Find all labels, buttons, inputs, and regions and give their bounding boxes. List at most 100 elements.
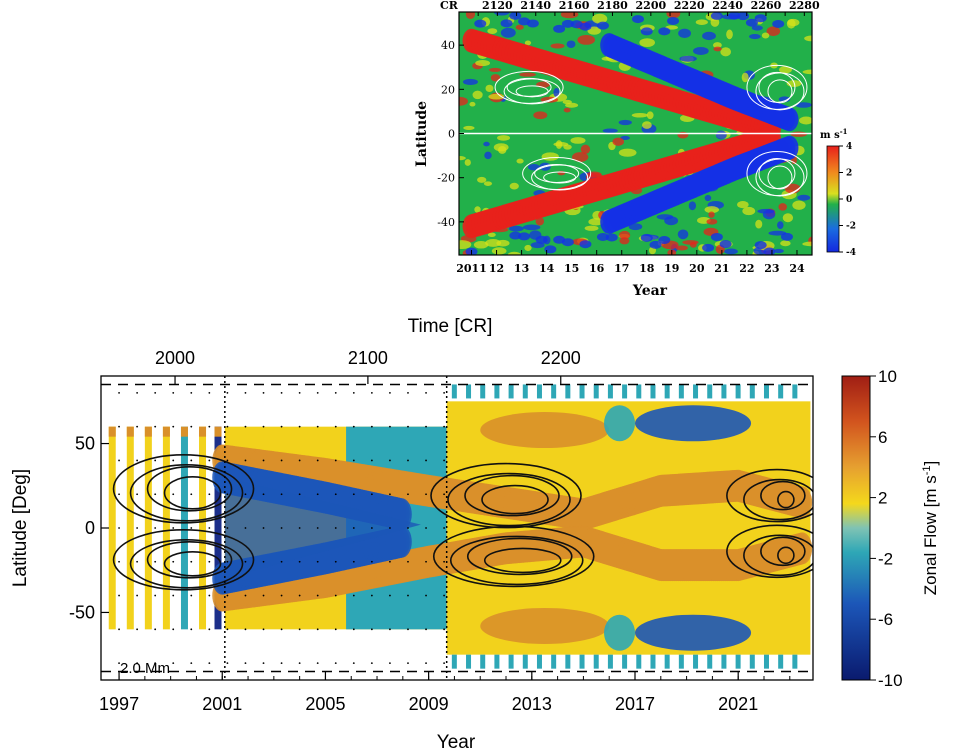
grid-dot (389, 493, 391, 495)
noise-cell (657, 214, 674, 220)
grid-dot (353, 493, 355, 495)
grid-dot (353, 595, 355, 597)
stripe-cap (163, 427, 170, 437)
noise-cell (497, 135, 510, 141)
grid-dot (353, 460, 355, 462)
edge-tooth (551, 655, 556, 669)
grid-dot (389, 527, 391, 529)
noise-cell (647, 111, 654, 119)
noise-cell (682, 240, 698, 245)
polar-cell (501, 19, 513, 27)
edge-tooth (537, 384, 542, 398)
grid-dot (172, 662, 174, 664)
noise-cell (639, 38, 655, 47)
bottom-colorbar-label: Zonal Flow [m s-1] (921, 461, 940, 596)
grid-dot (227, 561, 229, 563)
grid-dot (190, 628, 192, 630)
noise-cell (708, 211, 714, 217)
grid-dot (389, 561, 391, 563)
noise-cell (755, 220, 762, 229)
early-data-stripe (145, 427, 152, 630)
top-colorbar-tick-label: -2 (846, 222, 856, 232)
polar-cell (711, 12, 723, 20)
noise-cell (484, 181, 492, 186)
top-cr-tick-label: 2160 (559, 0, 590, 12)
top-x-tick-label: 13 (514, 262, 529, 275)
polar-cell (781, 233, 793, 241)
edge-tooth (523, 655, 528, 669)
edge-tooth (693, 655, 698, 669)
edge-tooth (778, 384, 783, 398)
grid-dot (172, 595, 174, 597)
noise-cell (453, 240, 471, 249)
top-colorbar-tick-label: -4 (846, 248, 856, 258)
noise-cell (742, 73, 749, 83)
grid-dot (317, 561, 319, 563)
polar-cell (658, 27, 670, 35)
grid-dot (190, 662, 192, 664)
polar-patch (635, 615, 751, 651)
noise-cell (713, 47, 721, 52)
noise-cell (553, 142, 568, 146)
grid-dot (208, 662, 210, 664)
edge-tooth (480, 384, 485, 398)
noise-cell (463, 126, 474, 130)
grid-dot (317, 460, 319, 462)
grid-dot (353, 426, 355, 428)
grid-dot (190, 527, 192, 529)
edge-tooth (537, 655, 542, 669)
grid-dot (371, 662, 373, 664)
edge-tooth (679, 655, 684, 669)
polar-cell (579, 23, 591, 31)
grid-dot (335, 595, 337, 597)
grid-dot (208, 628, 210, 630)
edge-tooth (707, 384, 712, 398)
polar-cell (597, 22, 609, 30)
noise-cell (676, 245, 688, 250)
edge-tooth (721, 384, 726, 398)
noise-cell (492, 247, 507, 254)
noise-cell (642, 121, 652, 129)
noise-cell (533, 111, 547, 119)
bottom-colorbar-tick-label: 6 (878, 428, 887, 447)
grid-dot (136, 561, 138, 563)
edge-tooth (736, 655, 741, 669)
grid-dot (335, 493, 337, 495)
top-y-tick-label: 40 (441, 39, 455, 52)
grid-dot (371, 460, 373, 462)
grid-dot (443, 628, 445, 630)
bottom-cr-tick-label: 2100 (348, 348, 388, 368)
top-colorbar-label: m s-1 (820, 127, 848, 141)
grid-dot (154, 392, 156, 394)
grid-dot (353, 392, 355, 394)
grid-dot (299, 426, 301, 428)
edge-tooth (452, 384, 457, 398)
grid-dot (335, 392, 337, 394)
noise-cell (483, 142, 489, 147)
grid-dot (353, 628, 355, 630)
grid-dot (353, 527, 355, 529)
noise-cell (463, 79, 478, 85)
bottom-y-tick-label: 0 (85, 518, 95, 538)
top-cr-tick-label: 2200 (636, 0, 667, 12)
grid-dot (299, 527, 301, 529)
grid-dot (317, 662, 319, 664)
early-data-stripe (109, 427, 116, 630)
noise-cell (612, 138, 624, 146)
edge-tooth (636, 384, 641, 398)
edge-tooth (594, 384, 599, 398)
grid-dot (208, 561, 210, 563)
grid-dot (227, 426, 229, 428)
noise-cell (705, 195, 712, 201)
polar-cell (641, 27, 653, 35)
edge-tooth (636, 655, 641, 669)
edge-tooth (466, 655, 471, 669)
edge-tooth (778, 655, 783, 669)
top-colorbar (827, 146, 839, 252)
top-cr-tick-label: 2140 (520, 0, 551, 12)
edge-tooth (494, 655, 499, 669)
polar-cell (711, 233, 723, 241)
early-data-stripe (127, 427, 134, 630)
grid-dot (353, 561, 355, 563)
polar-cell (737, 12, 749, 20)
